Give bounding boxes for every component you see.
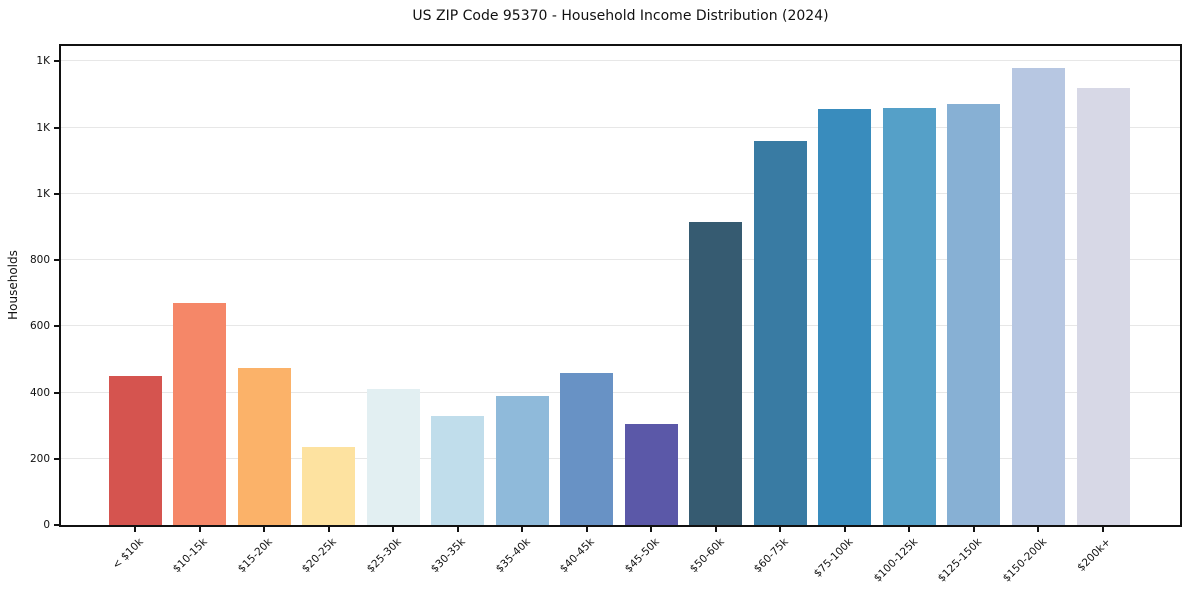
y-tick-label: 400 bbox=[29, 386, 50, 399]
x-tick-label: $40-45k bbox=[558, 536, 598, 576]
bar-10k bbox=[108, 375, 162, 525]
y-tick-mark bbox=[54, 259, 59, 261]
bar-10-15k bbox=[173, 303, 226, 525]
bar-30-35k bbox=[431, 415, 485, 525]
x-tick-mark bbox=[972, 527, 975, 532]
x-tick-label: $45-50k bbox=[622, 536, 662, 576]
gridline-200 bbox=[61, 457, 1180, 459]
bar-60-75k bbox=[753, 140, 807, 525]
y-tick-label: 600 bbox=[29, 320, 50, 333]
x-tick-mark bbox=[456, 527, 459, 532]
bar-50-60k bbox=[689, 221, 743, 525]
x-tick-label: $75-100k bbox=[811, 536, 856, 580]
y-tick-label: 200 bbox=[29, 452, 50, 465]
x-tick-mark bbox=[1037, 527, 1040, 532]
bar-200k bbox=[1076, 87, 1130, 525]
bar-150-200k bbox=[1011, 67, 1065, 525]
bar-75-100k bbox=[818, 109, 872, 525]
x-tick-mark bbox=[134, 527, 136, 532]
x-tick-mark bbox=[843, 527, 846, 532]
x-tick-mark bbox=[779, 527, 782, 532]
plot-inner bbox=[61, 46, 1180, 525]
x-tick-mark bbox=[521, 527, 524, 532]
gridline-600 bbox=[61, 325, 1180, 327]
x-tick-label: $60-75k bbox=[751, 536, 791, 576]
y-tick-label: 1K bbox=[36, 121, 50, 134]
y-tick-label: 1K bbox=[36, 187, 50, 200]
x-tick-label: $125-150k bbox=[935, 536, 985, 585]
gridline-400 bbox=[61, 391, 1180, 393]
x-tick-label: $25-30k bbox=[364, 536, 404, 576]
chart-title: US ZIP Code 95370 - Household Income Dis… bbox=[412, 8, 829, 24]
bar-35-40k bbox=[495, 395, 549, 525]
y-tick-label: 1K bbox=[36, 55, 50, 68]
x-tick-mark bbox=[908, 527, 911, 532]
y-tick-mark bbox=[54, 192, 59, 195]
x-tick-label: $150-200k bbox=[1000, 536, 1049, 585]
bar-125-150k bbox=[947, 104, 1001, 525]
y-tick-label: 0 bbox=[43, 519, 50, 531]
gridline-1400 bbox=[61, 60, 1180, 62]
x-tick-mark bbox=[263, 527, 266, 532]
y-tick-mark bbox=[54, 126, 59, 129]
plot-area bbox=[59, 44, 1182, 527]
x-tick-mark bbox=[198, 527, 201, 532]
gridline-1000 bbox=[61, 192, 1180, 194]
bar-20-25k bbox=[302, 447, 356, 525]
gridline-1200 bbox=[61, 126, 1180, 128]
x-tick-label: $30-35k bbox=[428, 536, 469, 576]
x-tick-label: $10-15k bbox=[170, 536, 210, 576]
x-tick-mark bbox=[714, 527, 717, 532]
x-tick-mark bbox=[1102, 527, 1104, 532]
y-tick-mark bbox=[54, 391, 59, 394]
y-tick-mark bbox=[54, 457, 59, 460]
x-tick-label: $15-20k bbox=[235, 536, 275, 576]
bar-100-125k bbox=[882, 107, 936, 525]
bar-15-20k bbox=[237, 367, 291, 525]
gridline-800 bbox=[61, 259, 1180, 260]
bar-25-30k bbox=[366, 389, 420, 525]
y-tick-mark bbox=[54, 325, 59, 328]
x-tick-label: $200k+ bbox=[1075, 536, 1114, 574]
x-tick-mark bbox=[585, 527, 588, 532]
x-tick-mark bbox=[327, 527, 330, 532]
bar-40-45k bbox=[560, 372, 614, 525]
x-tick-label: $100-125k bbox=[871, 536, 920, 585]
x-tick-mark bbox=[650, 527, 653, 532]
y-tick-mark bbox=[54, 60, 59, 63]
x-tick-label: $50-60k bbox=[687, 536, 727, 576]
x-tick-mark bbox=[392, 527, 395, 532]
x-tick-label: < $10k bbox=[109, 536, 146, 572]
bar-45-50k bbox=[624, 424, 678, 525]
x-tick-label: $20-25k bbox=[299, 536, 340, 576]
y-tick-mark bbox=[54, 524, 59, 526]
y-tick-label: 800 bbox=[29, 254, 50, 266]
x-tick-label: $35-40k bbox=[493, 536, 533, 576]
